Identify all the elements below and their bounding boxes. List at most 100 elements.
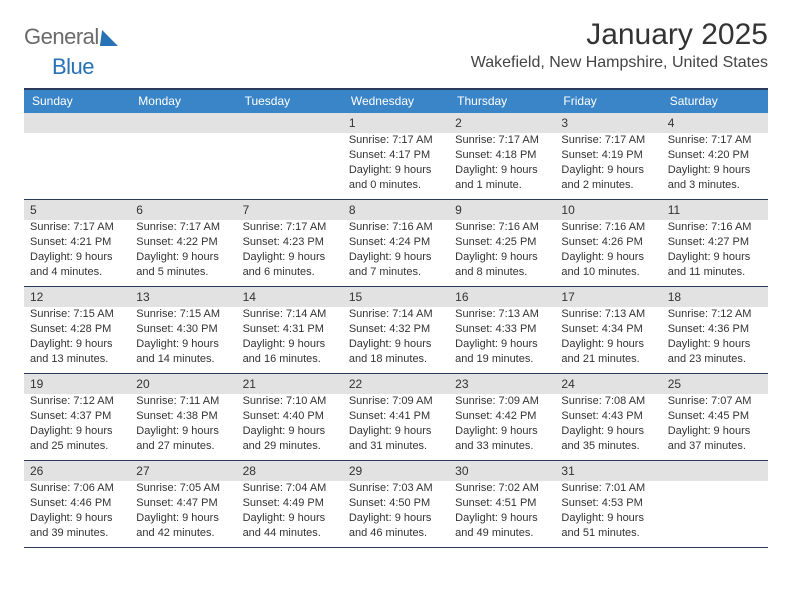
day-body: Sunrise: 7:14 AMSunset: 4:32 PMDaylight:…	[343, 307, 449, 370]
day-info-line: and 35 minutes.	[561, 439, 655, 454]
day-body: Sunrise: 7:04 AMSunset: 4:49 PMDaylight:…	[237, 481, 343, 544]
day-info-line: Sunset: 4:22 PM	[136, 235, 230, 250]
day-number: 26	[24, 461, 130, 481]
day-number: 2	[449, 113, 555, 133]
day-cell: 10Sunrise: 7:16 AMSunset: 4:26 PMDayligh…	[555, 200, 661, 286]
weekday-header: Saturday	[662, 90, 768, 113]
day-info-line: Sunrise: 7:16 AM	[561, 220, 655, 235]
day-cell	[130, 113, 236, 199]
day-number	[24, 113, 130, 133]
day-info-line: Sunrise: 7:04 AM	[243, 481, 337, 496]
day-info-line: Sunrise: 7:15 AM	[136, 307, 230, 322]
title-block: January 2025 Wakefield, New Hampshire, U…	[471, 18, 768, 72]
day-info-line: Daylight: 9 hours	[243, 511, 337, 526]
day-info-line: Sunrise: 7:16 AM	[455, 220, 549, 235]
day-number	[237, 113, 343, 133]
day-body: Sunrise: 7:16 AMSunset: 4:27 PMDaylight:…	[662, 220, 768, 283]
day-cell	[24, 113, 130, 199]
day-body: Sunrise: 7:08 AMSunset: 4:43 PMDaylight:…	[555, 394, 661, 457]
day-number: 6	[130, 200, 236, 220]
day-body: Sunrise: 7:09 AMSunset: 4:41 PMDaylight:…	[343, 394, 449, 457]
day-cell: 31Sunrise: 7:01 AMSunset: 4:53 PMDayligh…	[555, 461, 661, 547]
day-info-line: and 29 minutes.	[243, 439, 337, 454]
day-info-line: Daylight: 9 hours	[349, 424, 443, 439]
day-info-line: Sunrise: 7:17 AM	[136, 220, 230, 235]
day-info-line: Daylight: 9 hours	[561, 163, 655, 178]
weekday-header: Friday	[555, 90, 661, 113]
day-cell	[662, 461, 768, 547]
day-body: Sunrise: 7:10 AMSunset: 4:40 PMDaylight:…	[237, 394, 343, 457]
day-body: Sunrise: 7:17 AMSunset: 4:18 PMDaylight:…	[449, 133, 555, 196]
day-cell: 18Sunrise: 7:12 AMSunset: 4:36 PMDayligh…	[662, 287, 768, 373]
day-info-line: and 10 minutes.	[561, 265, 655, 280]
day-info-line: Sunset: 4:19 PM	[561, 148, 655, 163]
day-cell	[237, 113, 343, 199]
day-info-line: Sunrise: 7:11 AM	[136, 394, 230, 409]
day-body: Sunrise: 7:13 AMSunset: 4:33 PMDaylight:…	[449, 307, 555, 370]
day-body: Sunrise: 7:15 AMSunset: 4:28 PMDaylight:…	[24, 307, 130, 370]
day-info-line: and 23 minutes.	[668, 352, 762, 367]
day-info-line: Daylight: 9 hours	[30, 250, 124, 265]
week-row: 5Sunrise: 7:17 AMSunset: 4:21 PMDaylight…	[24, 200, 768, 287]
day-info-line: Daylight: 9 hours	[243, 424, 337, 439]
day-cell: 27Sunrise: 7:05 AMSunset: 4:47 PMDayligh…	[130, 461, 236, 547]
weeks-container: 1 Sunrise: 7:17 AM Sunset: 4:17 PM Daylight…	[24, 113, 768, 548]
page-subtitle: Wakefield, New Hampshire, United States	[471, 54, 768, 72]
day-cell: 24Sunrise: 7:08 AMSunset: 4:43 PMDayligh…	[555, 374, 661, 460]
day-info-line: Daylight: 9 hours	[349, 337, 443, 352]
day-info-line: Sunrise: 7:13 AM	[561, 307, 655, 322]
day-info-line: Sunrise: 7:17 AM	[668, 133, 762, 148]
day-info-line: Sunset: 4:23 PM	[243, 235, 337, 250]
day-number: 1	[343, 113, 449, 133]
day-info-line: Sunset: 4:31 PM	[243, 322, 337, 337]
day-body: Sunrise: 7:07 AMSunset: 4:45 PMDaylight:…	[662, 394, 768, 457]
day-info-line: Daylight: 9 hours	[455, 163, 549, 178]
day-number: 17	[555, 287, 661, 307]
day-number: 27	[130, 461, 236, 481]
day-body: Sunrise: 7:17 AMSunset: 4:21 PMDaylight:…	[24, 220, 130, 283]
day-info-line: and 44 minutes.	[243, 526, 337, 541]
day-info-line: Sunset: 4:47 PM	[136, 496, 230, 511]
weekday-header: Tuesday	[237, 90, 343, 113]
day-cell: 5Sunrise: 7:17 AMSunset: 4:21 PMDaylight…	[24, 200, 130, 286]
day-cell: 20Sunrise: 7:11 AMSunset: 4:38 PMDayligh…	[130, 374, 236, 460]
day-number: 21	[237, 374, 343, 394]
day-info-line: Sunset: 4:49 PM	[243, 496, 337, 511]
day-cell: 12Sunrise: 7:15 AMSunset: 4:28 PMDayligh…	[24, 287, 130, 373]
day-cell: 1Sunrise: 7:17 AMSunset: 4:17 PMDaylight…	[343, 113, 449, 199]
day-info-line: Daylight: 9 hours	[349, 511, 443, 526]
day-info-line: and 37 minutes.	[668, 439, 762, 454]
day-info-line: Daylight: 9 hours	[455, 250, 549, 265]
day-info-line: Sunrise: 7:16 AM	[668, 220, 762, 235]
day-info-line: Sunrise: 7:05 AM	[136, 481, 230, 496]
day-info-line: Sunset: 4:18 PM	[455, 148, 549, 163]
day-info-line: and 4 minutes.	[30, 265, 124, 280]
day-body	[130, 133, 236, 137]
day-info-line: Daylight: 9 hours	[349, 250, 443, 265]
day-info-line: Daylight: 9 hours	[668, 163, 762, 178]
day-info-line: Sunset: 4:33 PM	[455, 322, 549, 337]
day-info-line: Sunset: 4:53 PM	[561, 496, 655, 511]
day-info-line: Sunset: 4:50 PM	[349, 496, 443, 511]
day-info-line: Daylight: 9 hours	[30, 424, 124, 439]
day-cell: 7Sunrise: 7:17 AMSunset: 4:23 PMDaylight…	[237, 200, 343, 286]
day-info-line: and 51 minutes.	[561, 526, 655, 541]
day-cell: 11Sunrise: 7:16 AMSunset: 4:27 PMDayligh…	[662, 200, 768, 286]
day-info-line: Daylight: 9 hours	[243, 337, 337, 352]
day-info-line: Sunrise: 7:09 AM	[349, 394, 443, 409]
day-number: 14	[237, 287, 343, 307]
day-body: Sunrise: 7:17 AMSunset: 4:23 PMDaylight:…	[237, 220, 343, 283]
day-body: Sunrise: 7:16 AMSunset: 4:25 PMDaylight:…	[449, 220, 555, 283]
day-info-line: and 33 minutes.	[455, 439, 549, 454]
day-cell: 9Sunrise: 7:16 AMSunset: 4:25 PMDaylight…	[449, 200, 555, 286]
day-info-line: Sunset: 4:17 PM	[349, 148, 443, 163]
day-body: Sunrise: 7:06 AMSunset: 4:46 PMDaylight:…	[24, 481, 130, 544]
weekday-header: Sunday	[24, 90, 130, 113]
day-body: Sunrise: 7:13 AMSunset: 4:34 PMDaylight:…	[555, 307, 661, 370]
day-number: 4	[662, 113, 768, 133]
day-cell: 6Sunrise: 7:17 AMSunset: 4:22 PMDaylight…	[130, 200, 236, 286]
day-info-line: and 5 minutes.	[136, 265, 230, 280]
day-info-line: Sunset: 4:45 PM	[668, 409, 762, 424]
day-cell: 19Sunrise: 7:12 AMSunset: 4:37 PMDayligh…	[24, 374, 130, 460]
day-body: Sunrise: 7:16 AMSunset: 4:26 PMDaylight:…	[555, 220, 661, 283]
